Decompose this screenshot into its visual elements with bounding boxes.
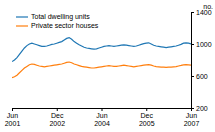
legend-label: Total dwelling units bbox=[31, 13, 90, 21]
x-axis-line bbox=[13, 109, 192, 112]
y-axis: 20060010001400 bbox=[191, 9, 212, 112]
y-tick-mark bbox=[191, 44, 194, 45]
x-tick: Jun2001 bbox=[5, 108, 21, 127]
x-tick-label-line: Dec bbox=[141, 112, 154, 119]
x-tick-label-line: 2001 bbox=[5, 120, 21, 127]
legend-item: Private sector houses bbox=[16, 22, 99, 29]
line bbox=[12, 38, 191, 62]
x-tick-label-line: 2007 bbox=[184, 120, 200, 127]
y-tick-mark bbox=[191, 12, 194, 13]
x-tick-label: Dec2005 bbox=[139, 112, 155, 127]
x-tick-label-line: Jun bbox=[7, 112, 18, 119]
x-tick: Jun2004 bbox=[94, 108, 110, 127]
y-tick-label: 1000 bbox=[196, 41, 212, 48]
y-tick: 1000 bbox=[191, 41, 212, 48]
y-tick-mark bbox=[191, 76, 194, 77]
x-tick-label-line: 2004 bbox=[94, 120, 110, 127]
x-tick-mark bbox=[102, 108, 103, 111]
line bbox=[12, 62, 191, 78]
y-axis-label: no. bbox=[203, 3, 213, 10]
y-tick: 600 bbox=[191, 73, 208, 80]
x-tick: Dec2002 bbox=[49, 108, 65, 127]
x-tick-label: Dec2002 bbox=[49, 112, 65, 127]
y-axis-line bbox=[192, 13, 195, 109]
y-tick-label: 200 bbox=[196, 105, 208, 112]
x-tick-mark bbox=[12, 108, 13, 111]
legend-label: Private sector houses bbox=[31, 22, 99, 29]
y-tick-label: 600 bbox=[196, 73, 208, 80]
x-tick-label: Jun2007 bbox=[184, 112, 200, 127]
legend-item: Total dwelling units bbox=[16, 13, 90, 21]
x-tick-label: Jun2001 bbox=[5, 112, 21, 127]
legend-swatch bbox=[16, 25, 28, 26]
chart: Jun2001Dec2002Jun2004Dec2005Jun200720060… bbox=[0, 0, 215, 132]
x-tick-mark bbox=[57, 108, 58, 111]
legend: Total dwelling unitsPrivate sector house… bbox=[16, 13, 99, 29]
x-axis: Jun2001Dec2002Jun2004Dec2005Jun2007 bbox=[5, 108, 200, 127]
legend-swatch bbox=[16, 16, 28, 17]
plot: Jun2001Dec2002Jun2004Dec2005Jun200720060… bbox=[5, 3, 213, 127]
x-tick-label-line: Jun bbox=[186, 112, 197, 119]
x-tick-label-line: Dec bbox=[51, 112, 64, 119]
x-tick: Dec2005 bbox=[139, 108, 155, 127]
x-tick-label-line: 2002 bbox=[49, 120, 65, 127]
y-tick: 200 bbox=[191, 105, 208, 112]
x-tick-mark bbox=[146, 108, 147, 111]
lines bbox=[12, 38, 191, 78]
x-tick-label: Jun2004 bbox=[94, 112, 110, 127]
x-tick-label-line: Jun bbox=[96, 112, 107, 119]
y-tick-mark bbox=[191, 108, 194, 109]
x-tick-label-line: 2005 bbox=[139, 120, 155, 127]
